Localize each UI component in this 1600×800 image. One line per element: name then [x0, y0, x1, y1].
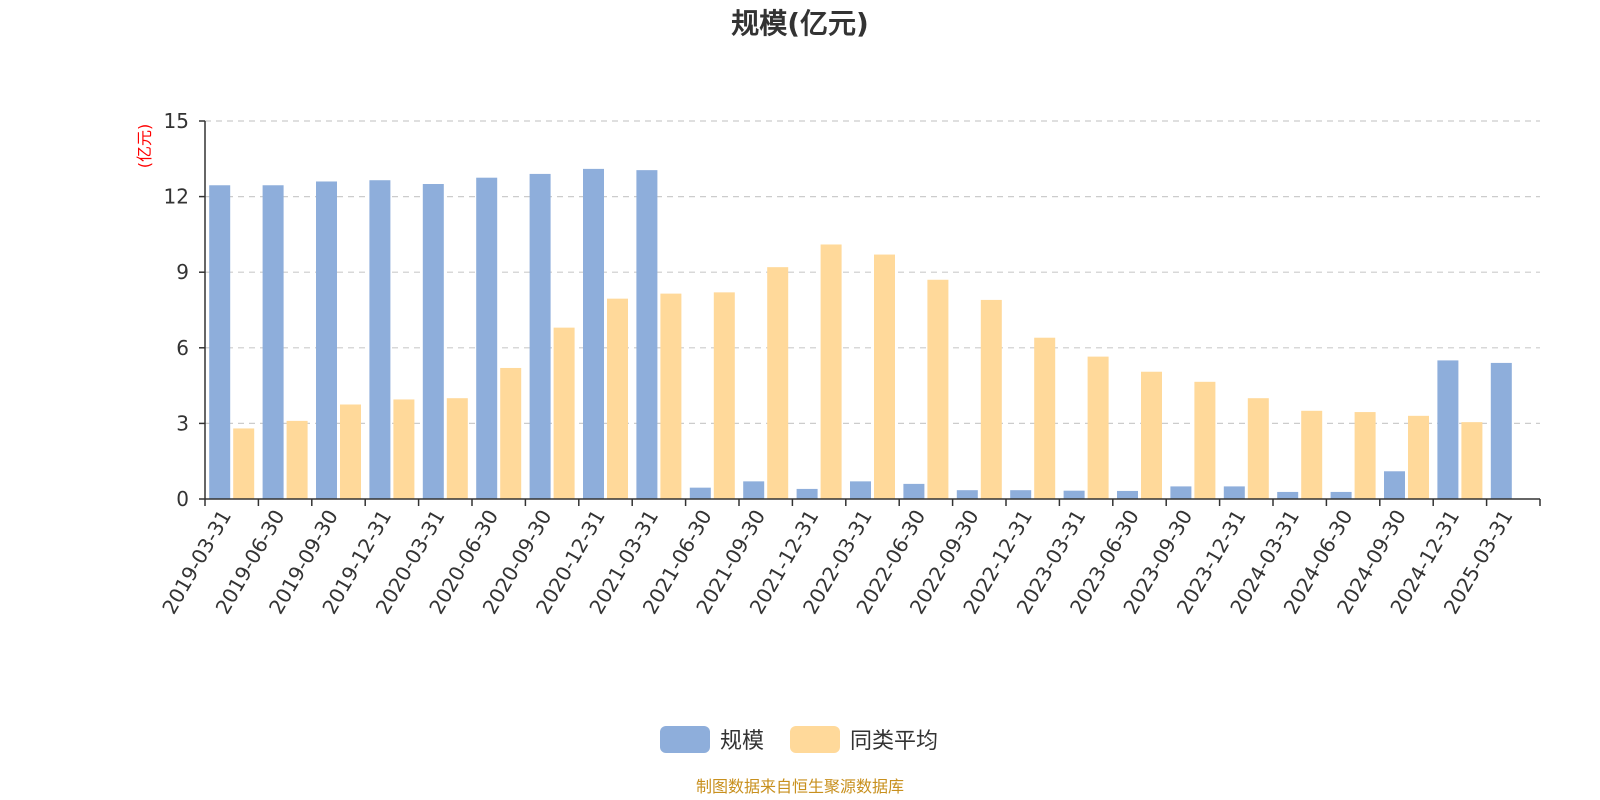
bar-guimo[interactable] — [316, 181, 337, 500]
bar-guimo[interactable] — [1010, 490, 1032, 499]
bar-average[interactable] — [500, 367, 522, 499]
axes: 036912152019-03-312019-06-302019-09-3020… — [157, 109, 1541, 618]
bar-average[interactable] — [446, 398, 468, 499]
bar-guimo[interactable] — [1170, 486, 1192, 499]
y-tick-label: 15 — [164, 109, 189, 133]
bar-average[interactable] — [1087, 356, 1109, 499]
legend-swatch-average[interactable] — [790, 726, 840, 753]
bar-guimo[interactable] — [422, 184, 444, 499]
bar-guimo[interactable] — [1063, 490, 1085, 499]
y-tick-label: 3 — [176, 411, 189, 435]
bar-average[interactable] — [767, 267, 789, 499]
source-note: 制图数据来自恒生聚源数据库 — [696, 777, 904, 796]
bar-average[interactable] — [393, 399, 415, 499]
bar-guimo[interactable] — [209, 185, 231, 499]
bar-average[interactable] — [286, 420, 308, 499]
bar-guimo[interactable] — [1330, 491, 1352, 499]
bars — [209, 168, 1512, 500]
bar-average[interactable] — [874, 254, 895, 499]
legend-label-average[interactable]: 同类平均 — [850, 729, 938, 754]
y-tick-label: 12 — [164, 185, 189, 209]
bar-average[interactable] — [1247, 398, 1269, 499]
bar-guimo[interactable] — [1490, 362, 1512, 499]
bar-average[interactable] — [1301, 410, 1323, 499]
bar-average[interactable] — [1461, 422, 1483, 499]
bar-guimo[interactable] — [476, 177, 498, 499]
y-tick-label: 6 — [176, 336, 189, 360]
bar-average[interactable] — [1034, 337, 1056, 499]
bar-guimo[interactable] — [689, 487, 711, 499]
bar-guimo[interactable] — [529, 173, 551, 500]
bar-average[interactable] — [927, 279, 949, 499]
y-tick-label: 9 — [176, 260, 189, 284]
bar-guimo[interactable] — [903, 483, 925, 499]
bar-guimo[interactable] — [1277, 491, 1299, 499]
bar-average[interactable] — [713, 292, 735, 499]
bar-average[interactable] — [233, 428, 255, 499]
bar-guimo[interactable] — [262, 185, 284, 499]
bar-guimo[interactable] — [850, 481, 871, 499]
y-tick-label: 0 — [176, 487, 189, 511]
bar-guimo[interactable] — [583, 168, 604, 499]
legend-label-guimo[interactable]: 规模 — [720, 729, 764, 754]
bar-average[interactable] — [553, 327, 575, 499]
bar-guimo[interactable] — [1437, 360, 1459, 499]
bar-guimo[interactable] — [1223, 486, 1245, 499]
bar-average[interactable] — [1408, 415, 1429, 499]
bar-average[interactable] — [1141, 371, 1162, 499]
legend-swatch-guimo[interactable] — [660, 726, 710, 753]
bar-average[interactable] — [340, 404, 361, 500]
bar-guimo[interactable] — [1117, 490, 1138, 499]
bar-average[interactable] — [1354, 412, 1376, 499]
bar-guimo[interactable] — [796, 488, 818, 499]
legend: 规模 同类平均 — [660, 726, 938, 754]
bar-guimo[interactable] — [956, 490, 978, 499]
chart-title: 规模(亿元) — [731, 7, 869, 40]
bar-guimo[interactable] — [636, 170, 658, 499]
bar-guimo[interactable] — [369, 180, 391, 499]
bar-guimo[interactable] — [743, 481, 765, 499]
bar-average[interactable] — [1194, 381, 1216, 499]
bar-average[interactable] — [607, 298, 628, 499]
bar-average[interactable] — [820, 244, 842, 499]
grid-lines — [205, 120, 1540, 424]
y-axis-label: (亿元) — [135, 124, 154, 169]
bar-guimo[interactable] — [1384, 471, 1405, 499]
bar-average[interactable] — [660, 293, 682, 499]
bar-average[interactable] — [980, 299, 1002, 499]
